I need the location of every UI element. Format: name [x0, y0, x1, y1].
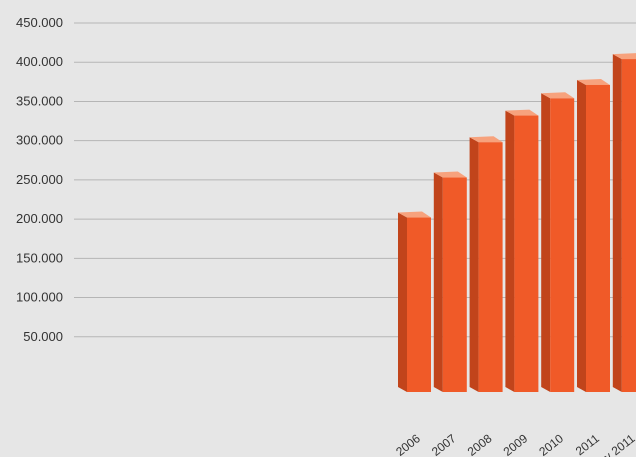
bar-top-face	[505, 109, 539, 116]
bars	[398, 53, 636, 393]
bar-side-face	[577, 79, 586, 393]
bar-top-face	[469, 136, 503, 143]
y-tick-label: 50.000	[23, 329, 63, 344]
y-tick-label: 200.000	[16, 211, 63, 226]
y-tick-label: 350.000	[16, 93, 63, 108]
bar-front-face	[514, 115, 539, 392]
bar	[505, 109, 539, 392]
x-tick-label: 2011	[573, 431, 602, 457]
bar	[433, 171, 467, 392]
bar-front-face	[550, 98, 575, 392]
x-tick-label: 2007	[429, 431, 459, 457]
x-tick-label: 2008	[465, 431, 495, 457]
bar-top-face	[433, 171, 467, 178]
gridlines	[74, 22, 636, 338]
y-tick-label: 400.000	[16, 54, 63, 69]
y-axis-tick-labels: 450.000 400.000 350.000 300.000 250.000 200.0…	[16, 15, 63, 344]
bar-top-face	[541, 92, 575, 99]
bar	[577, 78, 610, 393]
bar	[612, 53, 636, 393]
bar	[398, 211, 431, 392]
bar	[469, 136, 503, 392]
bar-side-face	[398, 212, 407, 392]
bar-front-face	[586, 84, 610, 393]
bar-side-face	[541, 93, 551, 392]
y-tick-label: 300.000	[16, 133, 63, 148]
bar-top-face	[577, 78, 610, 85]
bar-front-face	[442, 177, 467, 392]
bar-top-face	[398, 211, 431, 218]
x-tick-label: 2010	[536, 431, 566, 457]
bar-side-face	[433, 172, 443, 392]
x-tick-label: 2006	[393, 431, 423, 457]
y-tick-label: 100.000	[16, 290, 63, 305]
bar-side-face	[469, 137, 479, 392]
bar-side-face	[612, 54, 622, 393]
y-tick-label: 250.000	[16, 172, 63, 187]
bar-side-face	[505, 110, 515, 392]
y-tick-label: 150.000	[16, 250, 63, 265]
bar-front-face	[478, 142, 503, 392]
bar-front-face	[407, 217, 431, 392]
y-tick-label: 450.000	[16, 15, 63, 30]
x-tick-label: 2009	[501, 431, 531, 457]
bar-front-face	[621, 59, 636, 393]
bar-top-face	[612, 53, 636, 60]
bar	[541, 92, 575, 392]
